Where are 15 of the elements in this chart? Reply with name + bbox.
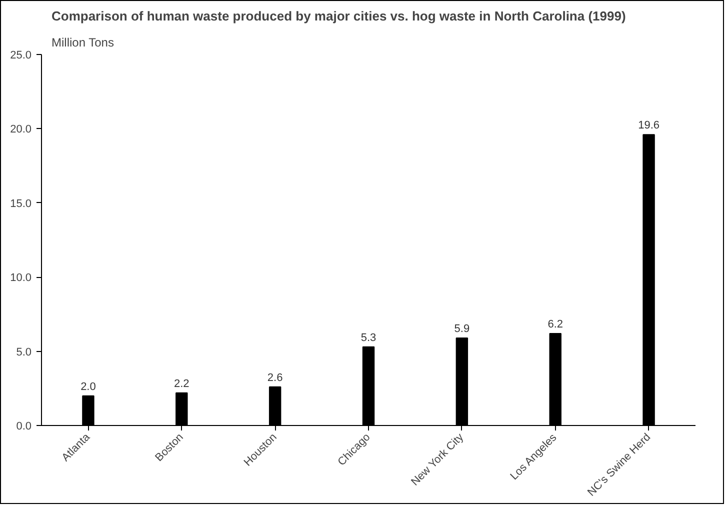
y-tick-label: 15.0	[10, 198, 32, 210]
y-axis-title: Million Tons	[52, 36, 114, 50]
y-tick-label: 25.0	[10, 50, 32, 62]
data-label: 2.0	[80, 380, 96, 393]
data-label: 2.2	[174, 378, 190, 390]
y-tick-label: 0.0	[16, 420, 32, 432]
y-tick-label: 20.0	[10, 124, 32, 136]
y-tick-label: 10.0	[10, 272, 32, 284]
data-label: 2.6	[267, 372, 283, 384]
y-tick-label: 5.0	[16, 346, 32, 358]
data-label: 5.3	[360, 332, 376, 344]
data-label: 6.2	[548, 318, 564, 330]
data-label: 19.6	[638, 120, 660, 132]
data-label: 5.9	[454, 322, 470, 335]
chart-title: Comparison of human waste produced by major cities vs. hog waste in North Carolina (1999)	[52, 8, 626, 24]
